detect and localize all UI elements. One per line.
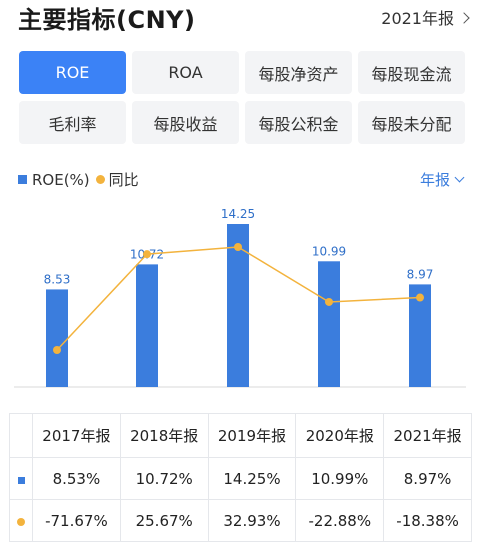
table-cell: 10.72% xyxy=(119,457,209,500)
yoy-point xyxy=(325,297,333,306)
table-header-cell: 2021年报 xyxy=(383,413,472,458)
tab-roe[interactable]: ROE xyxy=(19,51,126,94)
table-cell: 25.67% xyxy=(119,499,209,542)
table-row-yoy: -71.67% 25.67% 32.93% -22.88% -18.38% xyxy=(9,499,472,542)
report-period-link[interactable]: 2021年报 xyxy=(381,5,470,29)
metric-tabs: ROE ROA 每股净资产 每股现金流 毛利率 每股收益 每股公积金 每股未分配 xyxy=(19,51,465,144)
report-period-label: 2021年报 xyxy=(381,9,454,28)
table-header-cell: 2018年报 xyxy=(119,413,209,458)
tab-gross-margin[interactable]: 毛利率 xyxy=(19,101,126,144)
tab-net-assets-per-share[interactable]: 每股净资产 xyxy=(245,51,352,94)
yoy-row-marker-cell xyxy=(9,499,33,542)
chart-legend: ROE(%) 同比 xyxy=(18,169,139,190)
header: 主要指标(CNY) 2021年报 xyxy=(18,0,470,34)
table-cell: 10.99% xyxy=(295,457,385,500)
roe-bar xyxy=(46,289,68,387)
table-row-roe: 8.53% 10.72% 14.25% 10.99% 8.97% xyxy=(9,457,472,500)
roe-row-marker-cell xyxy=(9,457,33,500)
data-table: 2017年报 2018年报 2019年报 2020年报 2021年报 8.53%… xyxy=(9,413,472,542)
bar-legend-marker xyxy=(18,175,27,184)
bar-data-label: 10.99 xyxy=(312,244,346,258)
table-cell: 8.53% xyxy=(32,457,121,500)
bar-series-marker xyxy=(17,476,25,484)
roe-bar xyxy=(409,284,431,387)
line-legend-marker xyxy=(95,175,105,184)
table-cell: -22.88% xyxy=(295,499,385,542)
chevron-right-icon xyxy=(458,11,470,24)
roe-bar xyxy=(136,264,158,387)
table-cell: 32.93% xyxy=(207,499,297,542)
bar-data-label: 14.25 xyxy=(221,207,255,221)
bar-legend-label: ROE(%) xyxy=(32,170,90,189)
bar-data-label: 8.53 xyxy=(44,272,71,286)
page-title: 主要指标(CNY) xyxy=(18,6,196,34)
chevron-down-icon xyxy=(454,172,465,183)
table-cell: 14.25% xyxy=(207,457,297,500)
table-header-row: 2017年报 2018年报 2019年报 2020年报 2021年报 xyxy=(9,413,472,458)
roe-bar xyxy=(318,261,340,387)
yoy-point xyxy=(416,293,424,302)
period-select[interactable]: 年报 xyxy=(419,169,465,190)
period-select-label: 年报 xyxy=(419,171,450,189)
table-cell: -71.67% xyxy=(32,499,121,542)
tab-undistributed-per-share[interactable]: 每股未分配 xyxy=(358,101,465,144)
table-cell: -18.38% xyxy=(383,499,472,542)
table-header-cell: 2017年报 xyxy=(32,413,121,458)
yoy-point xyxy=(143,250,151,259)
table-header-cell: 2019年报 xyxy=(207,413,297,458)
line-legend-label: 同比 xyxy=(108,171,139,189)
tab-cash-flow-per-share[interactable]: 每股现金流 xyxy=(358,51,465,94)
table-cell: 8.97% xyxy=(383,457,472,500)
yoy-point xyxy=(53,346,61,354)
table-corner-cell xyxy=(9,413,33,458)
yoy-point xyxy=(234,243,242,251)
roe-bar xyxy=(227,224,249,387)
line-series-marker xyxy=(17,517,25,526)
table-header-cell: 2020年报 xyxy=(295,413,385,458)
bar-data-label: 8.97 xyxy=(407,267,434,281)
tab-reserve-per-share[interactable]: 每股公积金 xyxy=(245,101,352,144)
tab-roa[interactable]: ROA xyxy=(132,51,239,94)
tab-eps[interactable]: 每股收益 xyxy=(132,101,239,144)
